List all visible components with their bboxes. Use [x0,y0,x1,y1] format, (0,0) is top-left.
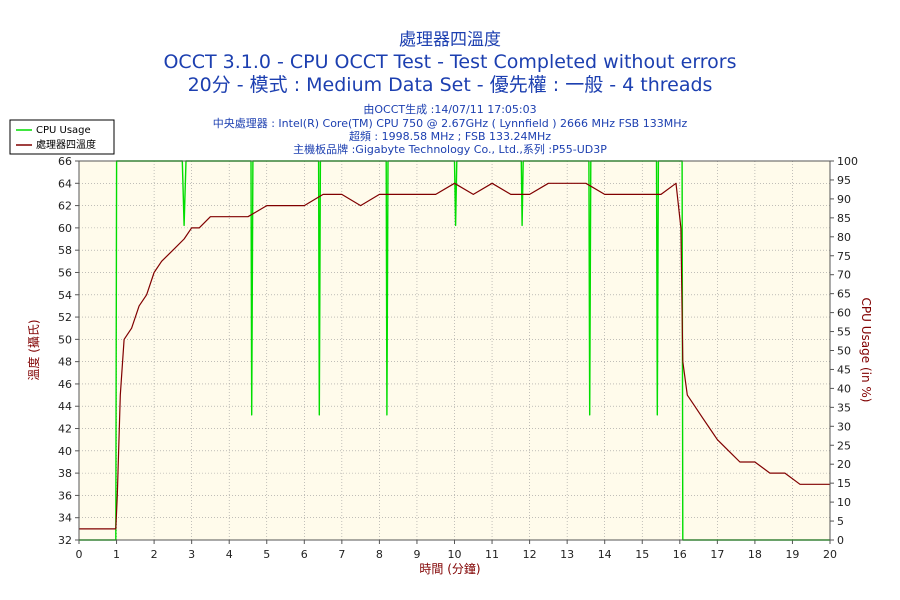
y2-tick-label: 5 [837,515,844,528]
x-tick-label: 7 [338,548,345,561]
y-tick-label: 38 [58,467,72,480]
x-tick-label: 18 [748,548,762,561]
x-tick-label: 14 [598,548,612,561]
y-tick-label: 56 [58,266,72,279]
y2-tick-label: 65 [837,288,851,301]
chart-subtitle-test: OCCT 3.1.0 - CPU OCCT Test - Test Comple… [163,51,736,73]
x-tick-label: 6 [301,548,308,561]
x-axis-ticks: 0 1 2 3 4 5 6 7 8 9 10 11 12 13 14 15 16 17 18 19 20 [76,540,837,561]
y-tick-label: 46 [58,378,72,391]
y2-tick-label: 85 [837,212,851,225]
x-axis-label: 時間 (分鐘) [419,561,480,576]
legend: CPU Usage 處理器四溫度 [9,119,115,155]
legend-box [9,119,115,155]
y2-tick-label: 100 [837,155,858,168]
y-tick-label: 32 [58,534,72,547]
y2-tick-label: 35 [837,401,851,414]
x-tick-label: 9 [413,548,420,561]
x-tick-label: 19 [785,548,799,561]
y-tick-label: 34 [58,512,72,525]
y2-tick-label: 10 [837,496,851,509]
y2-tick-label: 55 [837,326,851,339]
y2-tick-label: 20 [837,458,851,471]
info-generated: 由OCCT生成 :14/07/11 17:05:03 [363,102,536,116]
y-tick-label: 52 [58,311,72,324]
x-tick-label: 17 [710,548,724,561]
x-tick-label: 20 [823,548,837,561]
plot-frame [78,160,831,541]
x-tick-label: 11 [485,548,499,561]
y-tick-label: 62 [58,200,72,213]
y-tick-label: 48 [58,356,72,369]
y-tick-label: 60 [58,222,72,235]
y2-tick-label: 80 [837,231,851,244]
x-tick-label: 8 [376,548,383,561]
info-cpu: 中央處理器 : Intel(R) Core(TM) CPU 750 @ 2.67… [213,116,688,130]
legend-label-temperature: 處理器四溫度 [36,138,96,151]
y-tick-label: 42 [58,423,72,436]
x-tick-label: 10 [448,548,462,561]
y-tick-label: 40 [58,445,72,458]
y2-tick-label: 25 [837,439,851,452]
x-tick-label: 3 [188,548,195,561]
chart-subtitle-mode: 20分 - 模式 : Medium Data Set - 優先權 : 一般 - … [188,74,713,96]
info-motherboard: 主機板品牌 :Gigabyte Technology Co., Ltd.,系列 … [293,142,607,156]
x-tick-label: 15 [635,548,649,561]
x-tick-label: 2 [151,548,158,561]
y-axis-ticks: 32 34 36 38 40 42 44 46 48 50 52 54 56 58 60 62 64 66 [58,155,79,547]
y2-tick-label: 70 [837,269,851,282]
y2-tick-label: 90 [837,193,851,206]
x-tick-label: 1 [113,548,120,561]
legend-label-cpu-usage: CPU Usage [36,125,91,136]
y2-tick-label: 95 [837,174,851,187]
y2-tick-label: 45 [837,363,851,376]
y-tick-label: 36 [58,489,72,502]
x-tick-label: 13 [560,548,574,561]
x-tick-label: 4 [226,548,233,561]
y2-axis-ticks: 0 5 10 15 20 25 30 35 40 45 50 55 60 65 70 75 80 85 90 95 10… [830,155,858,547]
y2-tick-label: 0 [837,534,844,547]
y2-axis-label: CPU Usage (in %) [859,298,873,403]
y-tick-label: 58 [58,244,72,257]
info-overclock: 超頻 : 1998.58 MHz ; FSB 133.24MHz [349,129,551,143]
y-axis-label: 溫度 (攝氏) [26,319,41,380]
y2-tick-label: 60 [837,307,851,320]
y2-tick-label: 15 [837,477,851,490]
y2-tick-label: 75 [837,250,851,263]
series-line-temperature [79,182,830,530]
y-tick-label: 66 [58,155,72,168]
y-tick-label: 64 [58,177,72,190]
x-tick-label: 0 [76,548,83,561]
y2-tick-label: 50 [837,345,851,358]
y2-tick-label: 30 [837,420,851,433]
y-tick-label: 50 [58,333,72,346]
x-tick-label: 16 [673,548,687,561]
y-tick-label: 44 [58,400,72,413]
x-tick-label: 12 [523,548,537,561]
chart-title: 處理器四溫度 [399,30,501,50]
y2-tick-label: 40 [837,382,851,395]
y-tick-label: 54 [58,289,72,302]
x-tick-label: 5 [263,548,270,561]
grid-lines [79,161,830,540]
